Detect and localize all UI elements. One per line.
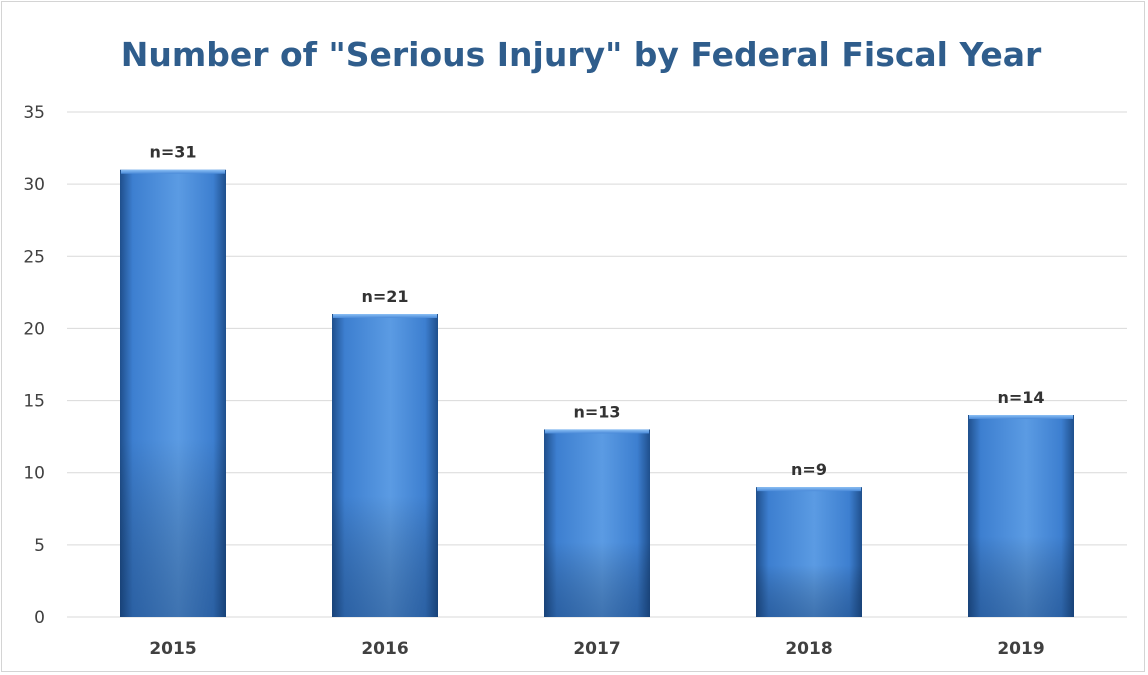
y-tick-label-20: 20 (23, 319, 45, 339)
y-tick-label-5: 5 (34, 536, 45, 556)
bar-2015 (120, 169, 226, 617)
bar-top-2016 (333, 314, 437, 318)
bar-top-2018 (757, 487, 861, 492)
bar-2018 (756, 487, 862, 617)
data-label-2018: n=9 (791, 460, 827, 479)
bar-shade-2016 (332, 495, 438, 617)
bar-top-2015 (121, 169, 225, 174)
data-labels: n=31 n=21 n=13 n=9 n=14 (149, 143, 1044, 479)
bar-shade-2015 (120, 438, 226, 617)
data-label-2016: n=21 (361, 287, 408, 306)
gridlines (67, 111, 1127, 618)
bar-2017 (544, 429, 650, 617)
x-tick-label-2015: 2015 (149, 639, 196, 659)
y-tick-label-25: 25 (23, 247, 45, 267)
data-label-2015: n=31 (149, 143, 196, 162)
data-label-2017: n=13 (573, 402, 620, 421)
data-label-2019: n=14 (997, 388, 1044, 407)
bar-2019 (968, 415, 1074, 617)
bar-shade-2019 (968, 536, 1074, 617)
bar-shade-2017 (544, 541, 650, 617)
x-tick-label-2019: 2019 (997, 639, 1044, 659)
bar-shade-2018 (756, 565, 862, 617)
x-tick-label-2016: 2016 (361, 639, 408, 659)
x-tick-label-2017: 2017 (573, 639, 620, 659)
bars (120, 169, 1074, 617)
bar-top-2017 (545, 429, 649, 434)
y-tick-label-35: 35 (23, 103, 45, 123)
y-tick-label-10: 10 (23, 464, 45, 484)
y-tick-label-30: 30 (23, 175, 45, 195)
y-axis-ticks: 0 5 10 15 20 25 30 35 (23, 103, 45, 628)
bar-top-2019 (969, 415, 1073, 419)
x-axis-ticks: 2015 2016 2017 2018 2019 (149, 639, 1044, 659)
chart-title: Number of "Serious Injury" by Federal Fi… (121, 35, 1042, 74)
y-tick-label-0: 0 (34, 608, 45, 628)
bar-2016 (332, 314, 438, 617)
y-tick-label-15: 15 (23, 392, 45, 412)
x-tick-label-2018: 2018 (785, 639, 832, 659)
